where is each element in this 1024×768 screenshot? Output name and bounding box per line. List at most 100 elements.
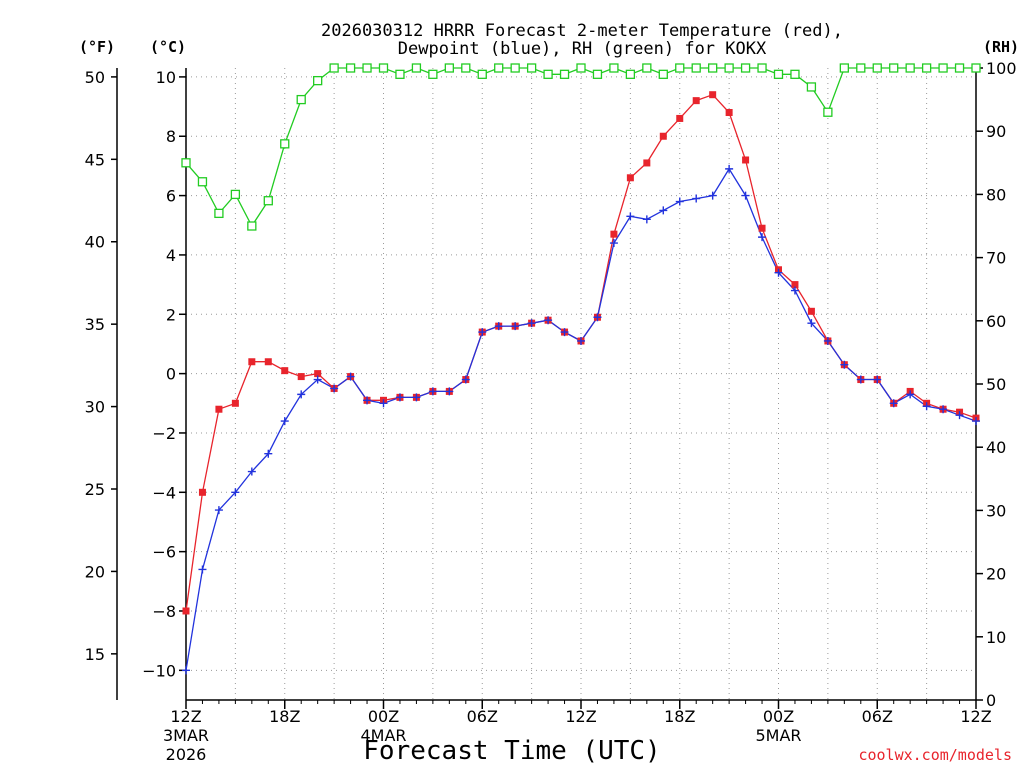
rh-point: [329, 63, 339, 73]
dewpoint-point: [593, 313, 602, 322]
celsius-tick-label: 4: [166, 246, 176, 265]
temperature-point: [758, 224, 766, 232]
rh-point: [625, 69, 636, 79]
fahrenheit-tick-label: 30: [85, 398, 105, 417]
dewpoint-point: [840, 360, 849, 369]
rh-point: [592, 69, 603, 79]
temperature-point: [281, 367, 289, 375]
series-markers: [181, 63, 981, 675]
dewpoint-point: [280, 417, 289, 426]
grid-lines: [186, 68, 976, 700]
dewpoint-point: [823, 336, 832, 345]
rh-point: [230, 189, 241, 200]
celsius-tick-label: 0: [166, 365, 176, 384]
rh-point: [510, 63, 520, 73]
dewpoint-point: [873, 375, 882, 384]
rh-point: [181, 158, 191, 168]
dewpoint-point: [790, 286, 799, 295]
rh-point: [313, 75, 323, 86]
temperature-point: [692, 97, 700, 105]
temperature-point: [182, 607, 190, 615]
temperature-point: [198, 488, 206, 496]
temperature-point: [248, 358, 256, 366]
temperature-point: [807, 307, 815, 315]
dewpoint-point: [659, 206, 668, 215]
rh-point: [724, 63, 734, 73]
rh-tick-label: 60: [986, 312, 1006, 331]
x-date-label: 5MAR: [755, 726, 801, 745]
temperature-point: [742, 156, 750, 164]
rh-point: [247, 221, 257, 231]
dewpoint-point: [428, 387, 437, 396]
rh-point: [395, 69, 405, 79]
x-tick-label: 00Z: [763, 707, 794, 726]
watermark: coolwx.com/models: [858, 746, 1012, 764]
temperature-point: [725, 109, 733, 117]
dewpoint-point: [412, 393, 421, 402]
rh-point: [263, 196, 273, 206]
rh-point: [757, 63, 767, 73]
rh-point: [362, 63, 372, 73]
celsius-tick-label: −6: [152, 543, 176, 562]
rh-point: [494, 63, 504, 73]
rh-point: [345, 63, 356, 73]
rh-point: [609, 63, 619, 73]
dewpoint-point: [758, 233, 767, 242]
rh-point: [905, 63, 915, 73]
rh-point: [938, 63, 948, 73]
x-date-label: 3MAR: [163, 726, 209, 745]
dewpoint-point: [379, 399, 388, 408]
temperature-point: [709, 91, 717, 99]
rh-point: [411, 63, 422, 73]
rh-point: [477, 69, 487, 79]
x-tick-label: 18Z: [269, 707, 300, 726]
rh-tick-label: 20: [986, 565, 1006, 584]
dewpoint-point: [642, 215, 651, 224]
rh-point: [296, 94, 306, 105]
dewpoint-point: [247, 467, 256, 476]
rh-point: [576, 63, 586, 73]
dewpoint-point: [741, 191, 750, 200]
rh-point: [642, 63, 652, 73]
dewpoint-point: [577, 336, 585, 345]
dewpoint-line: [185, 167, 977, 671]
celsius-tick-label: −10: [142, 661, 176, 680]
dewpoint-point: [939, 405, 948, 414]
x-date-label: 4MAR: [360, 726, 406, 745]
rh-tick-label: 50: [986, 375, 1006, 394]
axes: 1520253035404550−10−8−6−4−20246810010203…: [85, 59, 1017, 764]
dewpoint-point: [922, 402, 931, 411]
dewpoint-point: [725, 164, 734, 173]
rh-point: [658, 69, 668, 79]
rh-line: [185, 67, 976, 228]
rh-tick-label: 30: [986, 501, 1006, 520]
rh-point: [740, 63, 751, 73]
rh-tick-label: 0: [986, 691, 996, 710]
x-tick-label: 06Z: [862, 707, 893, 726]
x-tick-label: 12Z: [960, 707, 991, 726]
rh-point: [559, 69, 570, 79]
dewpoint-point: [395, 393, 404, 402]
rh-point: [675, 63, 685, 73]
rh-point: [526, 63, 537, 73]
temperature-point: [231, 399, 239, 407]
dewpoint-point: [445, 387, 454, 396]
rh-point: [444, 63, 454, 73]
celsius-tick-label: −2: [152, 424, 176, 443]
fahrenheit-tick-label: 35: [85, 315, 105, 334]
rh-point: [461, 63, 471, 73]
dewpoint-point: [214, 506, 223, 515]
rh-tick-label: 80: [986, 185, 1006, 204]
temperature-point: [215, 405, 223, 413]
rh-point: [823, 107, 833, 117]
dewpoint-point: [774, 268, 783, 277]
dewpoint-point: [972, 417, 980, 426]
rh-point: [806, 82, 817, 92]
dewpoint-point: [708, 191, 717, 200]
x-tick-label: 12Z: [565, 707, 596, 726]
rh-point: [197, 177, 208, 187]
fahrenheit-tick-label: 15: [85, 645, 105, 664]
celsius-tick-label: 8: [166, 127, 176, 146]
rh-point: [691, 63, 701, 73]
rh-point: [971, 63, 981, 73]
